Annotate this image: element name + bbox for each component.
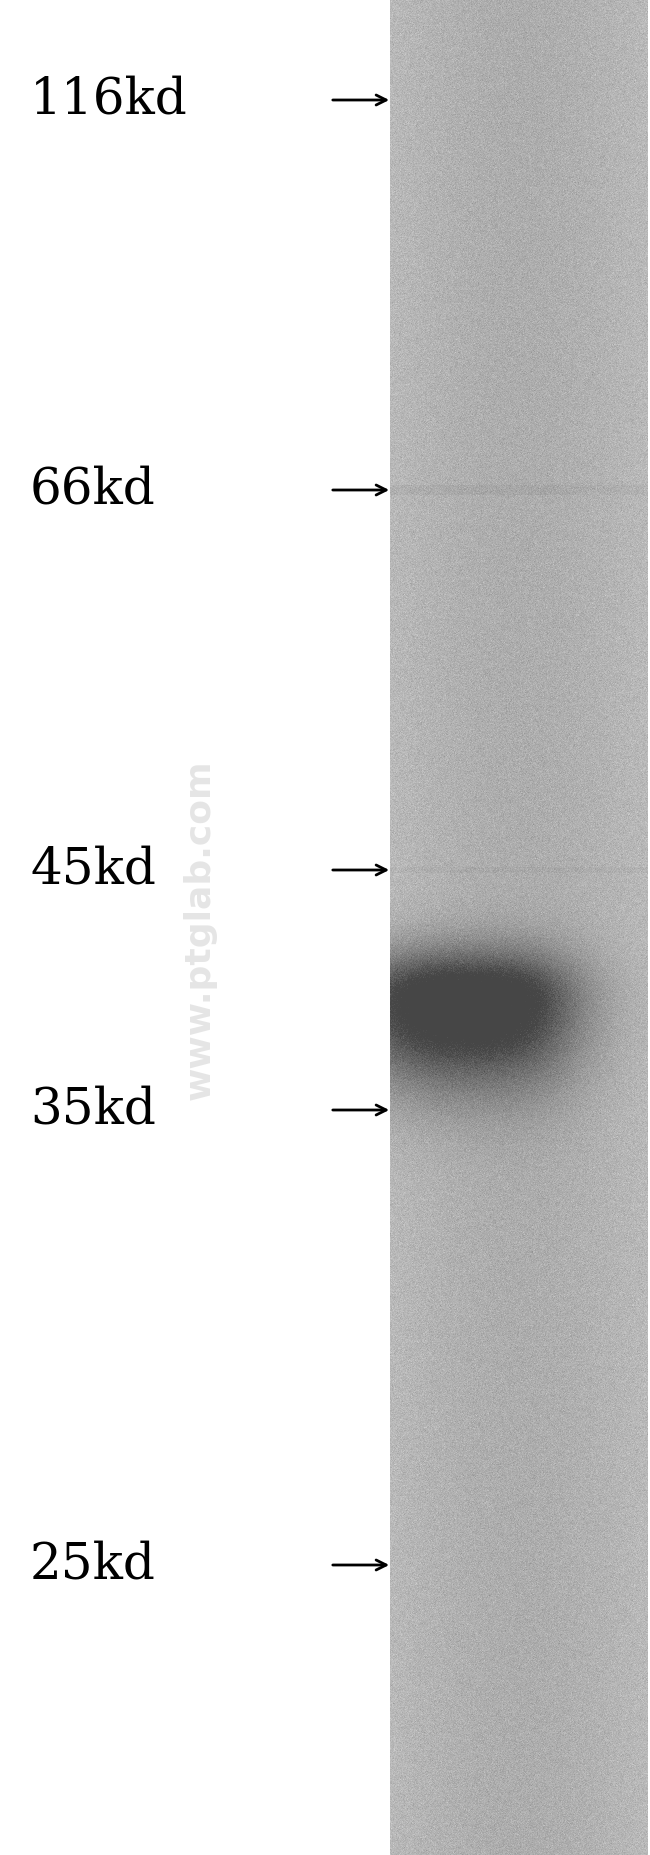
Text: 25kd: 25kd — [30, 1540, 156, 1590]
Text: 35kd: 35kd — [30, 1085, 156, 1135]
Text: 116kd: 116kd — [30, 76, 188, 124]
Text: 66kd: 66kd — [30, 466, 156, 514]
Bar — [0, 0, 388, 1855]
Text: www.ptglab.com: www.ptglab.com — [183, 761, 217, 1100]
Text: 45kd: 45kd — [30, 846, 156, 894]
